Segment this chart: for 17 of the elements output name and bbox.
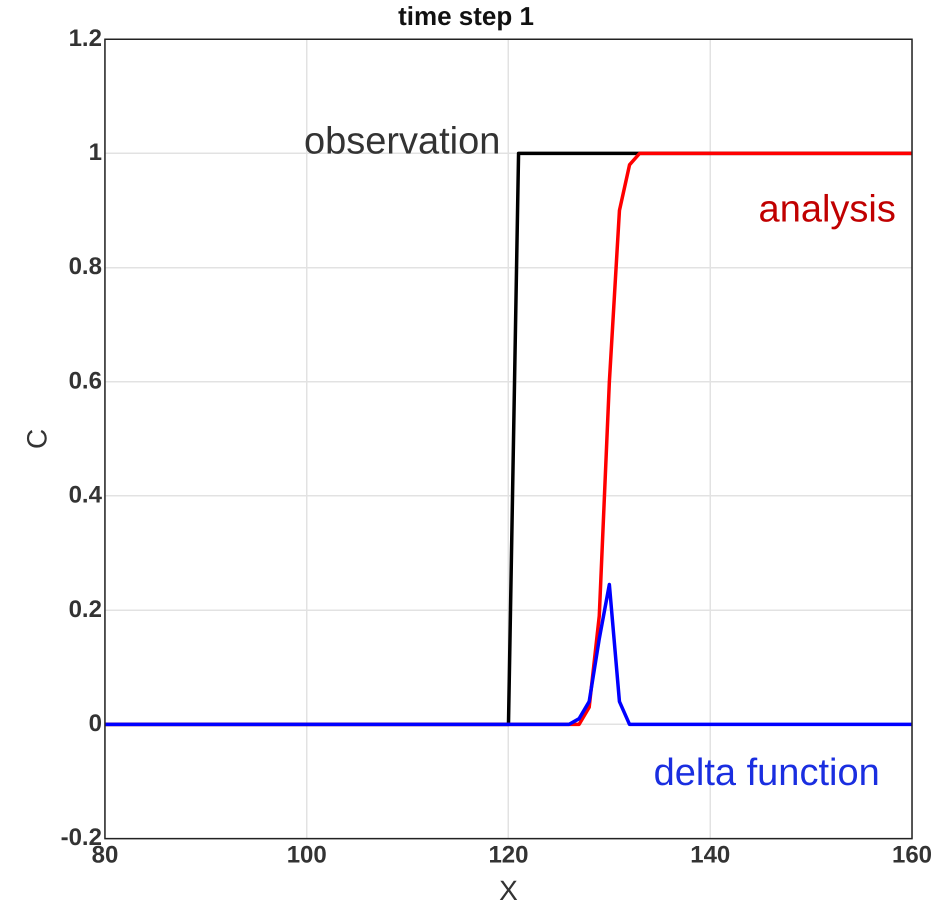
x-tick-label: 160 bbox=[892, 842, 932, 869]
x-axis-title: X bbox=[499, 874, 518, 906]
y-tick-label: 1 bbox=[88, 139, 102, 166]
series-label: observation bbox=[304, 120, 500, 163]
y-tick-label: 0.4 bbox=[68, 482, 103, 509]
y-axis-title: C bbox=[22, 428, 53, 450]
x-tick-label: 120 bbox=[488, 842, 528, 869]
y-tick-label: 0.2 bbox=[68, 596, 102, 623]
series-label: analysis bbox=[758, 188, 896, 231]
x-tick-label: 140 bbox=[690, 842, 730, 869]
series-label: delta function bbox=[654, 752, 880, 794]
y-tick-label: 0.8 bbox=[68, 253, 102, 280]
chart-title: time step 1 bbox=[398, 0, 534, 31]
y-tick-label: 0 bbox=[88, 710, 102, 738]
y-tick-label: 1.2 bbox=[68, 24, 102, 52]
x-tick-label: 100 bbox=[286, 842, 327, 869]
y-tick-label: 0.6 bbox=[68, 367, 102, 394]
